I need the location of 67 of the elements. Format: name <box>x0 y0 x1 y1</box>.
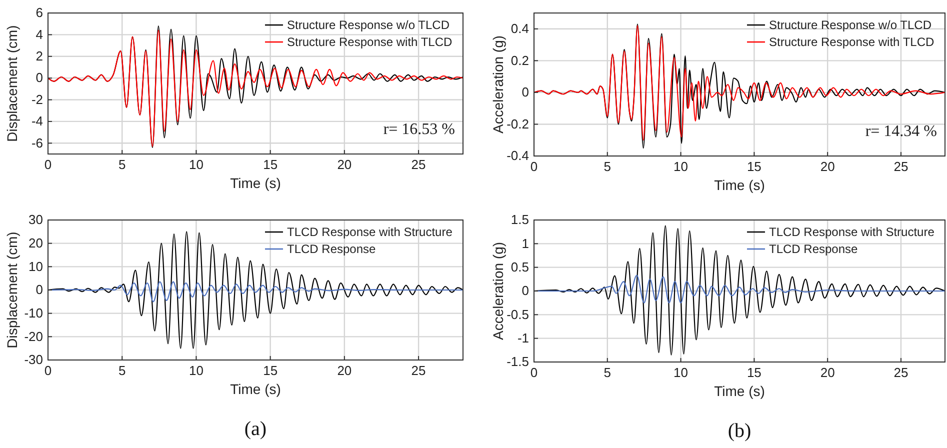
x-tick-label: 25 <box>894 365 908 380</box>
x-tick-label: 25 <box>894 159 908 174</box>
x-tick-label: 25 <box>411 363 426 378</box>
y-axis-title: Displacement (cm) <box>4 232 20 348</box>
y-tick-label: -0.2 <box>506 116 529 132</box>
annotation: r= 16.53 % <box>383 121 455 138</box>
x-tick-label: 15 <box>746 159 762 174</box>
x-tick-label: 15 <box>263 157 278 172</box>
x-tick-label: 20 <box>337 157 352 172</box>
legend-label: Structure Response w/o TLCD <box>769 18 932 32</box>
x-tick-label: 15 <box>263 363 278 378</box>
legend-label: TLCD Response <box>287 242 376 256</box>
y-tick-label: 4 <box>36 26 43 42</box>
y-tick-label: 0 <box>36 70 43 86</box>
y-tick-label: 0 <box>522 283 529 298</box>
y-tick-label: -20 <box>24 328 43 344</box>
y-tick-label: 0.4 <box>510 21 529 36</box>
y-tick-label: -4 <box>31 114 43 129</box>
x-tick-label: 20 <box>337 363 352 378</box>
text: (a) <box>244 418 267 440</box>
y-axis-title: Acceleration (g) <box>490 242 506 340</box>
x-axis-title: Time (s) <box>714 383 765 399</box>
y-tick-label: 0 <box>36 282 43 298</box>
y-tick-label: -2 <box>31 92 43 107</box>
legend-label: Structure Response with TLCD <box>287 35 453 49</box>
x-tick-label: 5 <box>604 365 612 380</box>
y-tick-label: 1.5 <box>510 212 529 228</box>
line-series <box>534 225 945 356</box>
x-tick-label: 25 <box>411 157 426 172</box>
x-tick-label: 10 <box>188 157 204 172</box>
x-tick-label: 5 <box>118 157 126 172</box>
x-axis-title: Time (s) <box>230 381 281 397</box>
x-tick-label: 15 <box>746 365 762 380</box>
y-tick-label: -30 <box>24 352 43 368</box>
y-tick-label: -1.5 <box>506 354 529 370</box>
text: (b) <box>728 420 752 442</box>
legend-label: TLCD Response with Structure <box>287 225 453 239</box>
x-tick-label: 20 <box>820 365 835 380</box>
x-tick-label: 5 <box>118 363 126 378</box>
y-tick-label: -1 <box>517 330 529 346</box>
x-axis-title: Time (s) <box>230 175 281 191</box>
x-tick-label: 5 <box>604 159 612 174</box>
y-tick-label: 1 <box>522 236 529 251</box>
y-axis-title: Acceleration (g) <box>490 35 506 134</box>
x-axis-title: Time (s) <box>714 177 765 193</box>
y-tick-label: 0 <box>522 84 529 100</box>
y-tick-label: 0.5 <box>510 259 529 274</box>
y-tick-label: 20 <box>28 235 43 250</box>
x-tick-label: 10 <box>674 365 688 380</box>
y-tick-label: -10 <box>24 305 43 320</box>
y-tick-label: 10 <box>28 258 43 274</box>
y-tick-label: 0.2 <box>510 52 529 68</box>
legend-label: TLCD Response <box>769 242 858 256</box>
x-tick-label: 10 <box>188 363 204 378</box>
y-tick-label: 2 <box>36 48 43 64</box>
x-tick-label: 20 <box>820 159 835 174</box>
y-tick-label: -6 <box>31 135 43 150</box>
y-axis-title: Displacement (cm) <box>4 25 20 142</box>
y-tick-label: -0.5 <box>506 306 529 322</box>
legend-label: TLCD Response with Structure <box>769 225 935 239</box>
legend-label: Structure Response with TLCD <box>769 35 935 49</box>
legend-label: Structure Response w/o TLCD <box>287 18 450 32</box>
y-tick-label: 6 <box>36 5 43 20</box>
annotation: r= 14.34 % <box>865 123 937 140</box>
x-tick-label: 10 <box>674 159 688 174</box>
y-tick-label: -0.4 <box>506 148 529 164</box>
y-tick-label: 30 <box>28 212 43 228</box>
